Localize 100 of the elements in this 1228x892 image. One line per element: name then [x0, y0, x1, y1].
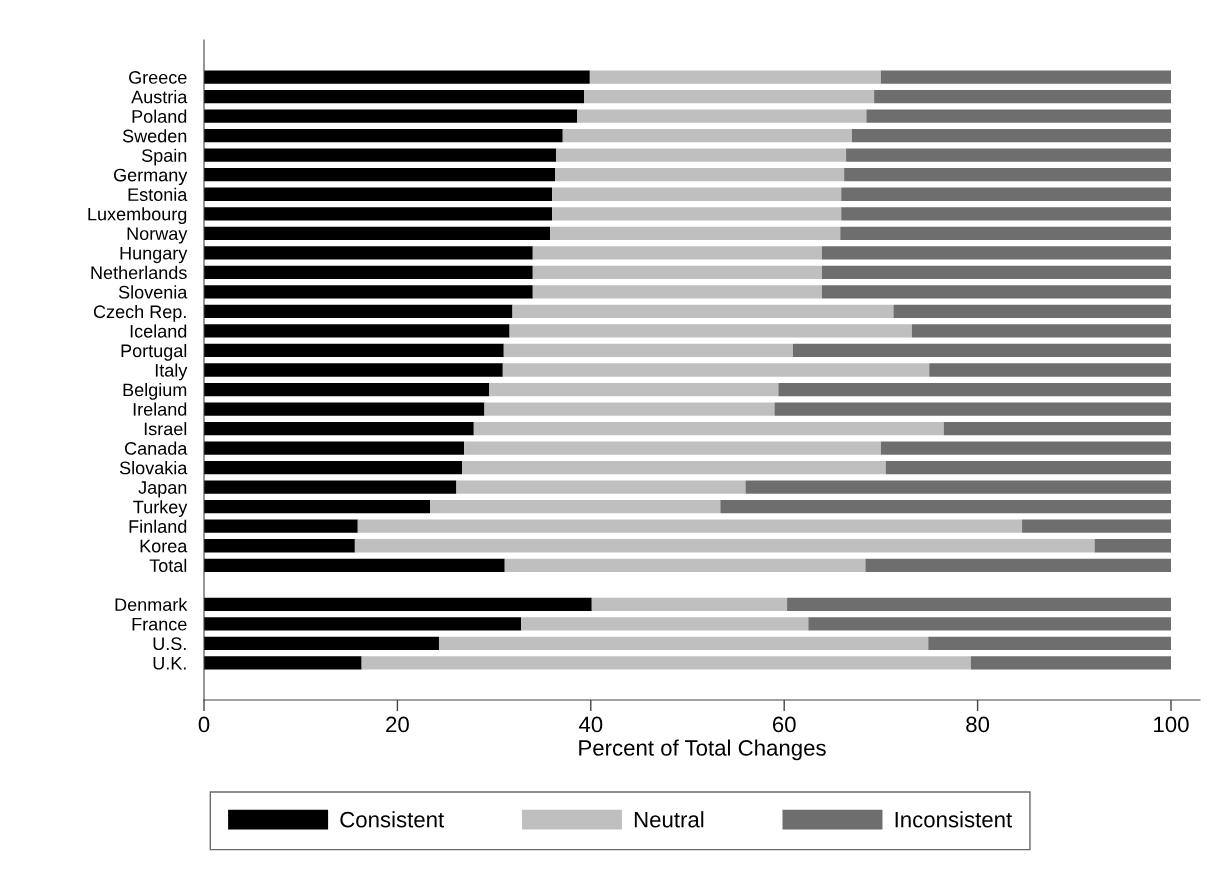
bar [851, 129, 1171, 143]
bar [928, 636, 1171, 651]
bar [464, 441, 881, 455]
y-tick-label: Hungary [120, 246, 188, 264]
bar [552, 207, 842, 221]
y-tick-label: Norway [127, 227, 188, 244]
y-tick-label: Denmark [115, 597, 188, 612]
y-tick-label: Greece [129, 71, 187, 84]
bar [841, 187, 1171, 201]
y-tick-label: Slovenia [118, 285, 188, 299]
bar [880, 70, 1171, 84]
bar [846, 148, 1171, 162]
bar [929, 363, 1171, 377]
bar [555, 168, 845, 182]
y-tick-label: Germany [114, 168, 188, 186]
bar [1022, 519, 1171, 533]
bar [787, 597, 1171, 611]
bar [591, 597, 788, 611]
bar [577, 109, 867, 123]
bar [430, 500, 721, 514]
bar [204, 539, 355, 553]
y-tick-label: Portugal [121, 343, 187, 361]
bar [204, 421, 474, 436]
bar [489, 382, 779, 397]
bar [865, 558, 1171, 572]
bar [555, 148, 847, 162]
bar [521, 617, 809, 631]
bar [204, 226, 551, 240]
bar [473, 421, 944, 436]
bar [821, 265, 1171, 280]
bar [204, 656, 362, 670]
bar [462, 460, 886, 475]
y-tick-label: Israel [144, 422, 187, 436]
bar [552, 187, 842, 201]
bar [502, 363, 930, 377]
bar [204, 363, 503, 377]
bar [504, 558, 866, 572]
y-tick-label: Belgium [123, 382, 187, 400]
y-tick-label: Iceland [130, 324, 187, 338]
bar [204, 382, 490, 397]
bar [484, 402, 775, 416]
y-tick-label: Total [149, 558, 187, 572]
y-tick-label: Estonia [128, 187, 188, 201]
y-tick-label: Spain [141, 148, 187, 166]
y-tick-label: Netherlands [91, 265, 187, 280]
bar [778, 382, 1171, 397]
bar [745, 480, 1171, 494]
bar [204, 343, 504, 358]
bar [821, 246, 1171, 260]
y-tick-label: Finland [129, 519, 187, 533]
legend-label: Neutral [634, 811, 704, 828]
bar [204, 187, 553, 201]
bar [720, 500, 1171, 514]
bar [204, 402, 485, 416]
x-tick-label: 0 [198, 716, 210, 733]
bar [874, 89, 1171, 104]
bar [1094, 539, 1171, 553]
bar [792, 343, 1171, 358]
bar [204, 207, 553, 221]
y-tick-label: France [132, 617, 187, 631]
bar [808, 617, 1171, 631]
bar [893, 304, 1171, 319]
bar [532, 285, 822, 299]
bar [970, 656, 1171, 670]
bar [204, 480, 457, 494]
bar [584, 89, 875, 104]
x-axis-title: Percent of Total Changes [579, 739, 826, 761]
bar [204, 636, 439, 651]
bar [512, 304, 894, 319]
y-tick-label: Austria [131, 90, 188, 104]
bar [354, 539, 1095, 553]
x-tick-label: 20 [386, 716, 409, 733]
bar [204, 617, 522, 631]
bar [204, 460, 463, 475]
y-tick-label: Canada [125, 441, 188, 455]
bar [204, 109, 578, 123]
bar [204, 265, 533, 280]
x-tick-label: 60 [772, 716, 796, 733]
y-tick-label: Turkey [133, 500, 188, 517]
legend-label: Consistent [340, 811, 445, 828]
bar [456, 480, 746, 494]
y-tick-label: U.S. [153, 637, 186, 651]
x-tick-label: 100 [1154, 716, 1189, 733]
bar [550, 226, 841, 240]
bar [204, 441, 465, 455]
bar [844, 168, 1171, 182]
bar [509, 324, 912, 338]
x-tick-label: 80 [966, 716, 990, 733]
bar [204, 519, 358, 533]
y-tick-label: U.K. [153, 657, 186, 670]
bar [885, 460, 1171, 475]
y-tick-label: Ireland [133, 402, 187, 416]
bar [204, 500, 431, 514]
y-tick-label: Luxembourg [88, 207, 187, 225]
bar [589, 70, 881, 84]
y-tick-label: Poland [132, 109, 187, 123]
y-tick-label: Japan [138, 481, 187, 498]
bar [204, 70, 590, 84]
bar [204, 129, 563, 143]
bar [774, 402, 1171, 416]
